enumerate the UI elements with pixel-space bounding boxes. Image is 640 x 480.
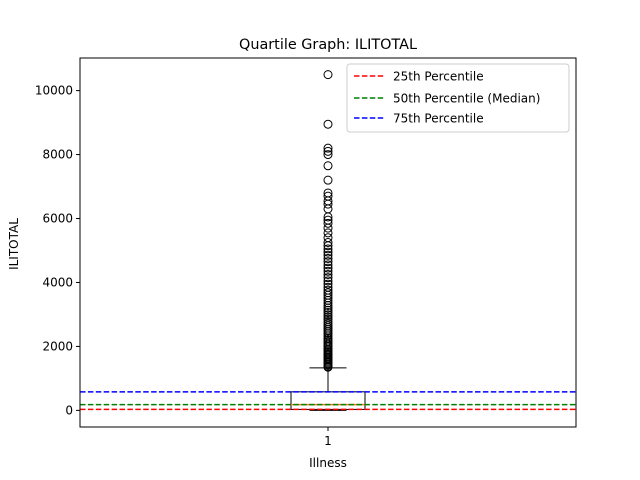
outlier-point: [323, 312, 333, 322]
y-tick-label: 0: [65, 403, 73, 417]
outlier-point: [323, 279, 333, 289]
outlier-point: [323, 244, 333, 254]
y-tick-label: 6000: [42, 212, 73, 226]
outlier-point: [323, 314, 333, 324]
outlier-point: [323, 266, 333, 276]
y-tick-label: 2000: [42, 339, 73, 353]
legend-label-25th-percentile: 25th Percentile: [393, 70, 484, 84]
outlier-point: [323, 238, 333, 247]
outlier-point: [323, 228, 333, 238]
outlier-point: [323, 273, 333, 283]
outlier-point: [323, 204, 333, 214]
outlier-point: [323, 305, 333, 315]
legend-label-median: 50th Percentile (Median): [393, 92, 540, 106]
outlier-point: [323, 263, 333, 273]
legend-label-75th-percentile: 75th Percentile: [393, 112, 484, 126]
outlier-point: [323, 218, 333, 228]
box-iqr: [290, 391, 366, 410]
outlier-point: [323, 269, 333, 279]
x-tick-label: 1: [324, 434, 332, 448]
outlier-point: [323, 310, 333, 320]
outlier-point: [323, 191, 333, 201]
outlier-point: [323, 253, 333, 263]
outlier-point: [323, 150, 333, 160]
legend: 25th Percentile 50th Percentile (Median)…: [346, 63, 570, 133]
outlier-point: [323, 247, 333, 257]
outlier-point: [323, 285, 333, 295]
outlier-point: [323, 308, 333, 318]
y-tick-label: 4000: [42, 275, 73, 289]
outlier-point: [323, 257, 333, 267]
outlier-point: [323, 146, 333, 156]
outlier-point: [323, 316, 333, 326]
outlier-point: [323, 119, 333, 129]
outlier-point: [323, 70, 333, 80]
outlier-point: [323, 260, 333, 270]
outlier-point: [323, 288, 333, 298]
outlier-point: [323, 161, 333, 171]
outlier-point: [323, 250, 333, 260]
outlier-point: [323, 233, 333, 243]
y-tick-label: 10000: [35, 84, 73, 98]
outlier-point: [323, 276, 333, 286]
y-axis-label: ILITOTAL: [7, 218, 21, 270]
outlier-point: [323, 215, 333, 225]
x-axis-label: Illness: [309, 456, 347, 470]
outlier-point: [323, 188, 333, 198]
y-tick-label: 8000: [42, 148, 73, 162]
plot-area: [80, 70, 576, 411]
legend-box: [346, 63, 570, 133]
outlier-point: [323, 175, 333, 185]
outlier-point: [323, 143, 333, 153]
outlier-point: [323, 282, 333, 292]
chart-title: Quartile Graph: ILITOTAL: [239, 37, 417, 53]
outlier-point: [323, 223, 333, 233]
